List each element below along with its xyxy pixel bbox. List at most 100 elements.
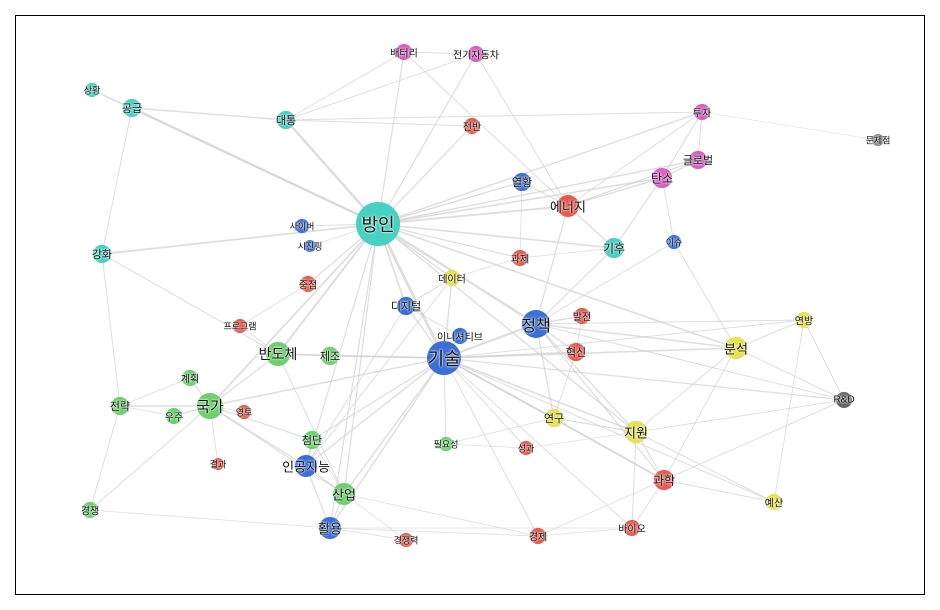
edge	[378, 52, 404, 224]
edge	[568, 178, 662, 206]
node-baljeon[interactable]	[574, 308, 590, 324]
node-seonggwa[interactable]	[519, 441, 533, 455]
edge	[102, 254, 120, 406]
edge	[240, 284, 308, 326]
node-battery[interactable]	[396, 44, 412, 60]
edge	[404, 52, 568, 206]
edge	[774, 320, 804, 502]
edge-layer	[0, 0, 940, 610]
edge	[378, 54, 476, 224]
edge	[664, 348, 736, 480]
edge	[210, 406, 344, 494]
node-data[interactable]	[444, 270, 460, 286]
edge	[286, 54, 476, 120]
edge	[664, 480, 774, 502]
node-gonggeup[interactable]	[123, 99, 141, 117]
node-saibi[interactable]	[295, 219, 309, 233]
edge	[378, 160, 698, 224]
node-gihu[interactable]	[604, 238, 624, 258]
edge	[286, 52, 404, 120]
edge	[632, 432, 636, 528]
node-daetong[interactable]	[277, 111, 295, 129]
node-elecvehicle[interactable]	[468, 46, 484, 62]
node-saneop[interactable]	[333, 483, 355, 505]
edge	[568, 112, 702, 206]
node-gwahak[interactable]	[654, 470, 674, 490]
edge	[306, 224, 378, 466]
node-gyeolgwa[interactable]	[212, 458, 224, 470]
edge	[444, 358, 774, 502]
node-ingongjineung[interactable]	[295, 455, 317, 477]
edge	[102, 224, 378, 254]
edge	[674, 242, 736, 348]
node-jungjeom[interactable]	[300, 276, 316, 292]
edge	[536, 206, 568, 324]
edge	[404, 52, 476, 54]
node-yeongu[interactable]	[545, 409, 563, 427]
edge	[568, 160, 698, 206]
edge	[536, 324, 554, 418]
edge	[210, 358, 444, 406]
node-bunseok[interactable]	[725, 337, 747, 359]
edge	[120, 378, 190, 406]
edge	[536, 324, 664, 480]
edge	[306, 358, 444, 466]
node-sanghwang[interactable]	[85, 83, 99, 97]
node-jeollyak[interactable]	[111, 397, 129, 415]
node-yeonbang[interactable]	[796, 312, 812, 328]
node-bandoche[interactable]	[266, 342, 290, 366]
node-jeongchaek[interactable]	[522, 310, 550, 338]
edge	[444, 358, 636, 432]
node-issue[interactable]	[667, 235, 681, 249]
node-bio[interactable]	[624, 520, 640, 536]
edge	[804, 320, 844, 400]
node-digital[interactable]	[397, 297, 415, 315]
node-munjejeom[interactable]	[872, 134, 884, 146]
node-gwaje[interactable]	[512, 250, 528, 266]
node-cheomdan[interactable]	[303, 431, 321, 449]
node-hyeoksin[interactable]	[567, 343, 585, 361]
node-gyehoek[interactable]	[182, 370, 198, 386]
node-jejo[interactable]	[321, 347, 339, 365]
node-ganghwa[interactable]	[93, 245, 111, 263]
edge	[90, 406, 120, 510]
edge	[306, 306, 406, 466]
edge	[614, 178, 662, 248]
node-gyeongjaeng[interactable]	[82, 502, 98, 518]
edge	[210, 406, 312, 440]
edge	[702, 112, 878, 140]
node-gukga[interactable]	[197, 393, 223, 419]
edge	[306, 278, 452, 466]
node-gisul[interactable]	[427, 341, 461, 375]
edge	[378, 112, 702, 224]
node-global[interactable]	[689, 151, 707, 169]
node-yeongto[interactable]	[237, 405, 251, 419]
node-tanso[interactable]	[652, 168, 672, 188]
edge	[286, 120, 472, 126]
node-initiative[interactable]	[452, 328, 468, 344]
node-bangin[interactable]	[356, 202, 400, 246]
edge	[102, 108, 132, 254]
edge	[90, 406, 210, 510]
node-energy[interactable]	[557, 195, 579, 217]
node-jeonban[interactable]	[464, 118, 480, 134]
node-hwalyong[interactable]	[319, 517, 341, 539]
node-uju[interactable]	[166, 408, 182, 424]
node-tuja[interactable]	[694, 104, 710, 120]
edge	[90, 510, 330, 528]
node-gyeongje[interactable]	[530, 528, 546, 544]
edge	[520, 248, 614, 258]
node-rnd[interactable]	[836, 392, 852, 408]
edge	[664, 400, 844, 480]
node-gyeongjaengryeok[interactable]	[399, 533, 413, 547]
node-yesan[interactable]	[766, 494, 782, 510]
edge	[538, 528, 632, 536]
node-program[interactable]	[233, 319, 247, 333]
node-pilyoseong[interactable]	[439, 437, 453, 451]
node-yeolhwang[interactable]	[513, 173, 531, 191]
edge	[444, 358, 632, 528]
edge	[102, 254, 278, 354]
node-sijinping[interactable]	[304, 240, 316, 252]
node-jiwon[interactable]	[625, 421, 647, 443]
edge	[286, 112, 702, 120]
